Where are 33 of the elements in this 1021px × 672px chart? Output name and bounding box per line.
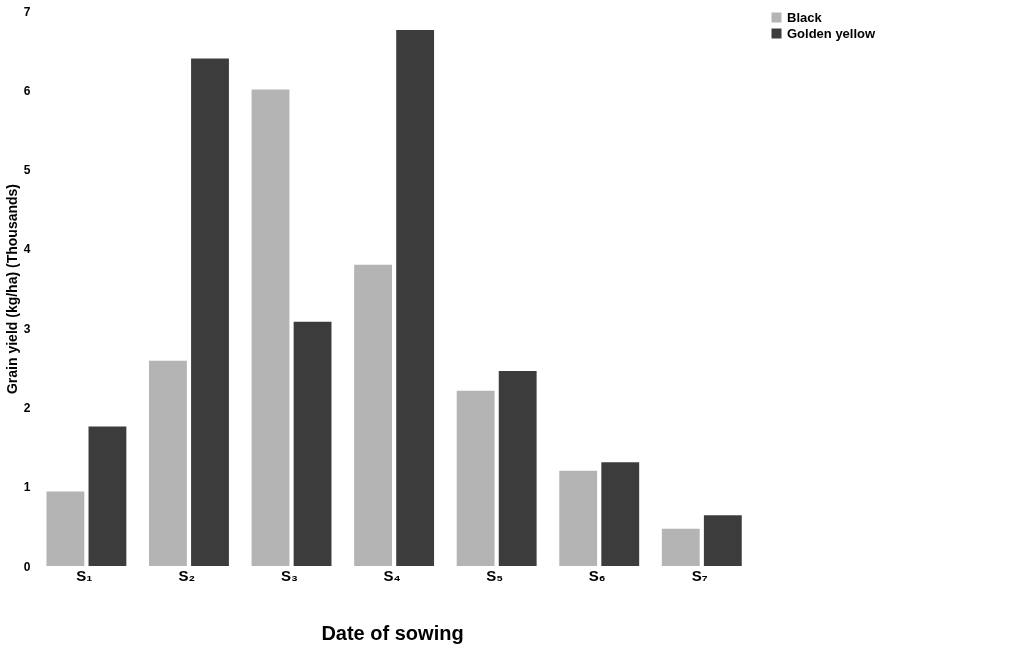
y-tick-label: 2 [23, 400, 31, 415]
bar [251, 89, 290, 566]
x-tick-label: S₃ [280, 566, 298, 584]
x-tick-label: S₁ [76, 566, 93, 584]
bar [498, 370, 537, 566]
x-tick-label: S₆ [588, 566, 606, 584]
bar [601, 462, 640, 566]
bar [396, 30, 435, 566]
legend-label: Golden yellow [787, 25, 877, 41]
bar [456, 390, 495, 566]
y-tick-label: 0 [23, 559, 31, 574]
bar [88, 426, 127, 566]
y-tick-label: 5 [23, 163, 31, 178]
bar [293, 321, 332, 566]
x-tick-label: S₂ [178, 566, 196, 584]
bar [703, 515, 742, 566]
y-tick-label: 6 [23, 83, 31, 98]
bar [661, 528, 700, 566]
y-tick-label: 1 [23, 480, 31, 495]
bar [559, 470, 598, 566]
legend-label: Black [787, 9, 823, 25]
bar [354, 264, 392, 566]
x-tick-label: S₄ [383, 566, 401, 584]
x-tick-label: S₇ [691, 566, 708, 584]
bar [46, 491, 85, 566]
bar [191, 58, 229, 566]
y-axis-title: Grain yield (kg/ha) (Thousands) [3, 183, 20, 395]
y-tick-label: 7 [23, 4, 31, 19]
x-tick-label: S₅ [486, 566, 504, 584]
y-tick-label: 4 [23, 242, 31, 257]
y-tick-label: 3 [23, 321, 31, 336]
x-axis-title: Date of sowing [321, 621, 464, 644]
bar [149, 360, 187, 566]
